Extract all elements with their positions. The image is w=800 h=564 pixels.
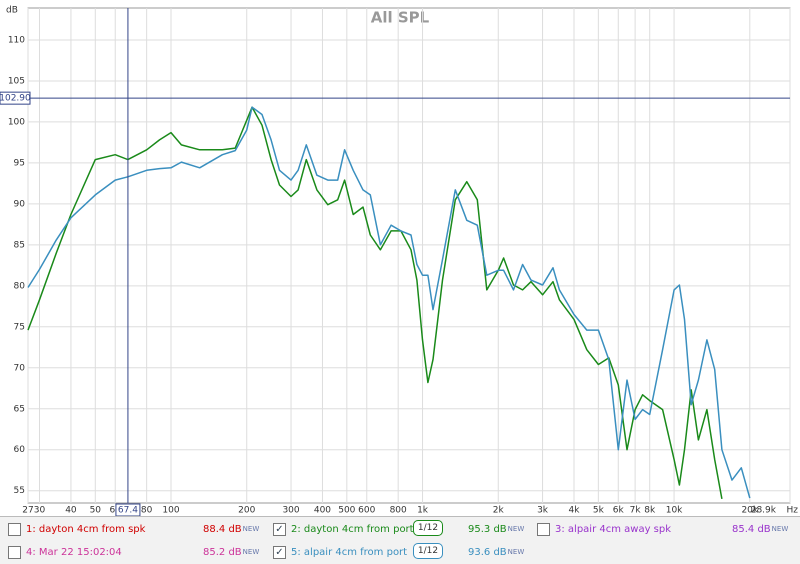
legend-panel: 1: dayton 4cm from spk 88.4 dB NEW ✓ 2: dayt… [0, 516, 800, 564]
legend-row: 4: Mar 22 15:02:04 85.2 dB NEW ✓ 5: alpair 4… [0, 540, 800, 563]
y-tick-label: 100 [8, 117, 25, 127]
legend-level: 88.4 dB NEW [203, 521, 259, 537]
x-tick-label: 4k [569, 506, 581, 516]
legend-level: 85.2 dB NEW [203, 544, 259, 560]
y-tick-label: 70 [14, 363, 26, 373]
x-tick-label: 3k [537, 506, 549, 516]
y-unit: dB [6, 6, 18, 16]
legend-item: 3: alpair 4cm away spk [537, 521, 671, 537]
level-text: 95.3 dB [468, 523, 507, 535]
level-badge: NEW [507, 548, 525, 556]
level-text: 85.2 dB [203, 546, 242, 558]
legend-item: ✓ 2: dayton 4cm from port [273, 521, 414, 537]
legend-level: 93.6 dB NEW [468, 544, 524, 560]
checkbox[interactable] [537, 522, 550, 536]
x-tick-label: 20k [741, 506, 758, 516]
checkbox[interactable]: ✓ [273, 522, 286, 536]
level-badge: NEW [242, 548, 260, 556]
x-tick-label: 30 [34, 506, 46, 516]
x-tick-label: 300 [282, 506, 299, 516]
legend-item: ✓ 5: alpair 4cm from port [273, 544, 407, 560]
x-tick-label: 80 [141, 506, 153, 516]
x-unit: Hz [787, 506, 799, 516]
x-tick-label: 6k [613, 506, 625, 516]
checkbox[interactable] [8, 522, 21, 536]
chart: All SPL dB Hz 55 60 65 70 75 80 85 90 95 100 105 11… [0, 6, 799, 516]
x-tick-label: 1k [417, 506, 429, 516]
legend-label: 4: Mar 22 15:02:04 [26, 546, 122, 558]
y-tick-label: 95 [14, 158, 25, 168]
level-badge: NEW [242, 525, 260, 533]
x-tick-label: 2k [493, 506, 505, 516]
smoothing-badge: 1/12 [413, 543, 443, 559]
checkbox[interactable]: ✓ [273, 545, 286, 559]
x-tick-label: 100 [162, 506, 179, 516]
chart-title: All SPL [371, 9, 430, 27]
level-badge: NEW [771, 525, 789, 533]
x-tick-label: 28.9k [751, 506, 777, 516]
legend-label: 1: dayton 4cm from spk [26, 523, 146, 535]
x-tick-label: 800 [390, 506, 407, 516]
level-text: 88.4 dB [203, 523, 242, 535]
x-tick-label: 40 [65, 506, 77, 516]
y-tick-label: 55 [14, 486, 25, 496]
level-text: 93.6 dB [468, 546, 507, 558]
legend-row: 1: dayton 4cm from spk 88.4 dB NEW ✓ 2: dayt… [0, 517, 800, 540]
y-tick-label: 105 [8, 76, 25, 86]
x-tick-label: 600 [358, 506, 375, 516]
x-tick-label: 60 [109, 506, 121, 516]
y-tick-label: 60 [14, 445, 26, 455]
y-tick-label: 85 [14, 240, 25, 250]
y-tick-label: 65 [14, 404, 25, 414]
x-tick-label: 10k [666, 506, 683, 516]
x-tick-label: 200 [238, 506, 255, 516]
plot-area [27, 7, 791, 504]
cursor-box [115, 503, 141, 516]
y-tick-label: 75 [14, 322, 25, 332]
y-tick-label: 80 [14, 281, 26, 291]
cursor-label: 102.90 [0, 94, 31, 104]
cursor-box [0, 91, 31, 105]
checkbox[interactable] [8, 545, 21, 559]
smoothing-badge: 1/12 [413, 520, 443, 536]
x-tick-label: 7k [630, 506, 642, 516]
x-tick-label: 8k [644, 506, 656, 516]
x-tick-label: 5k [593, 506, 605, 516]
y-tick-label: 110 [8, 35, 25, 45]
x-tick-label: 27 [22, 506, 33, 516]
legend-level: 85.4 dB NEW [732, 521, 788, 537]
legend-item: 1: dayton 4cm from spk [8, 521, 145, 537]
legend-level: 95.3 dB NEW [468, 521, 524, 537]
x-tick-label: 50 [90, 506, 102, 516]
legend-item: 4: Mar 22 15:02:04 [8, 544, 122, 560]
x-tick-label: 400 [314, 506, 331, 516]
cursor-label: 67.4 [118, 506, 138, 516]
y-tick-label: 90 [14, 199, 26, 209]
legend-label: 5: alpair 4cm from port [291, 546, 408, 558]
series-line [27, 106, 751, 499]
level-badge: NEW [507, 525, 525, 533]
legend-label: 2: dayton 4cm from port [291, 523, 414, 535]
level-text: 85.4 dB [732, 523, 771, 535]
x-tick-label: 500 [338, 506, 355, 516]
legend-label: 3: alpair 4cm away spk [555, 523, 672, 535]
